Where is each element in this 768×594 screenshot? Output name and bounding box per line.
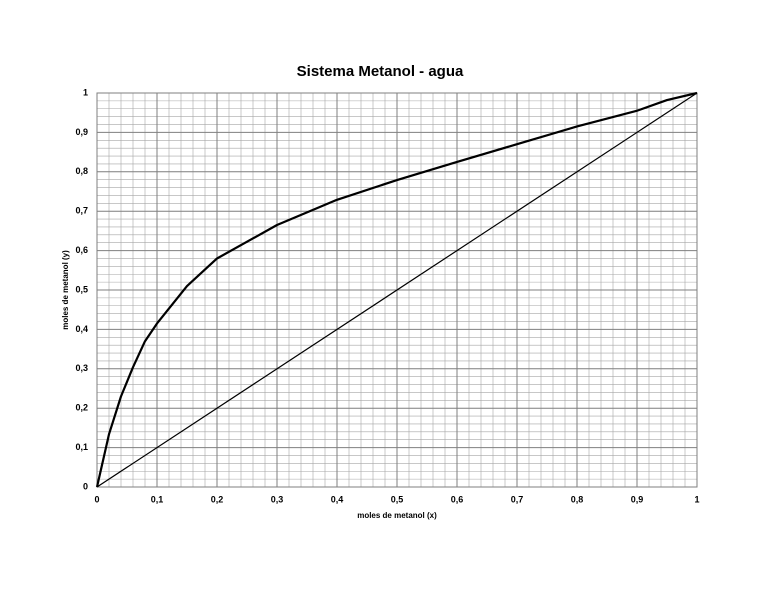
x-tick-label: 0 [94,494,99,504]
y-tick-label: 0,9 [75,127,88,137]
y-tick-label: 1 [83,87,88,97]
x-tick-label: 0,3 [271,494,284,504]
y-axis-label: moles de metanol (y) [61,250,70,330]
y-tick-label: 0,2 [75,403,88,413]
x-tick-label: 0,5 [391,494,404,504]
y-tick-label: 0 [83,481,88,491]
y-tick-label: 0,1 [75,442,88,452]
x-axis-label: moles de metanol (x) [357,511,437,520]
x-tick-label: 0,7 [511,494,524,504]
x-tick-label: 0,8 [571,494,584,504]
data-line [96,92,698,488]
data-line [95,91,698,488]
y-tick-label: 0,7 [75,206,88,216]
x-tick-label: 1 [694,494,699,504]
y-tick-label: 0,5 [75,284,88,294]
x-tick-label: 0,2 [211,494,224,504]
y-tick-label: 0,3 [75,363,88,373]
x-tick-label: 0,4 [331,494,344,504]
plot-border [96,92,698,488]
y-tick-label: 0,8 [75,166,88,176]
x-tick-label: 0,1 [151,494,164,504]
chart-title: Sistema Metanol - agua [297,63,464,80]
y-tick-label: 0,6 [75,245,88,255]
x-tick-label: 0,9 [631,494,644,504]
y-tick-label: 0,4 [75,324,88,334]
x-tick-label: 0,6 [451,494,464,504]
